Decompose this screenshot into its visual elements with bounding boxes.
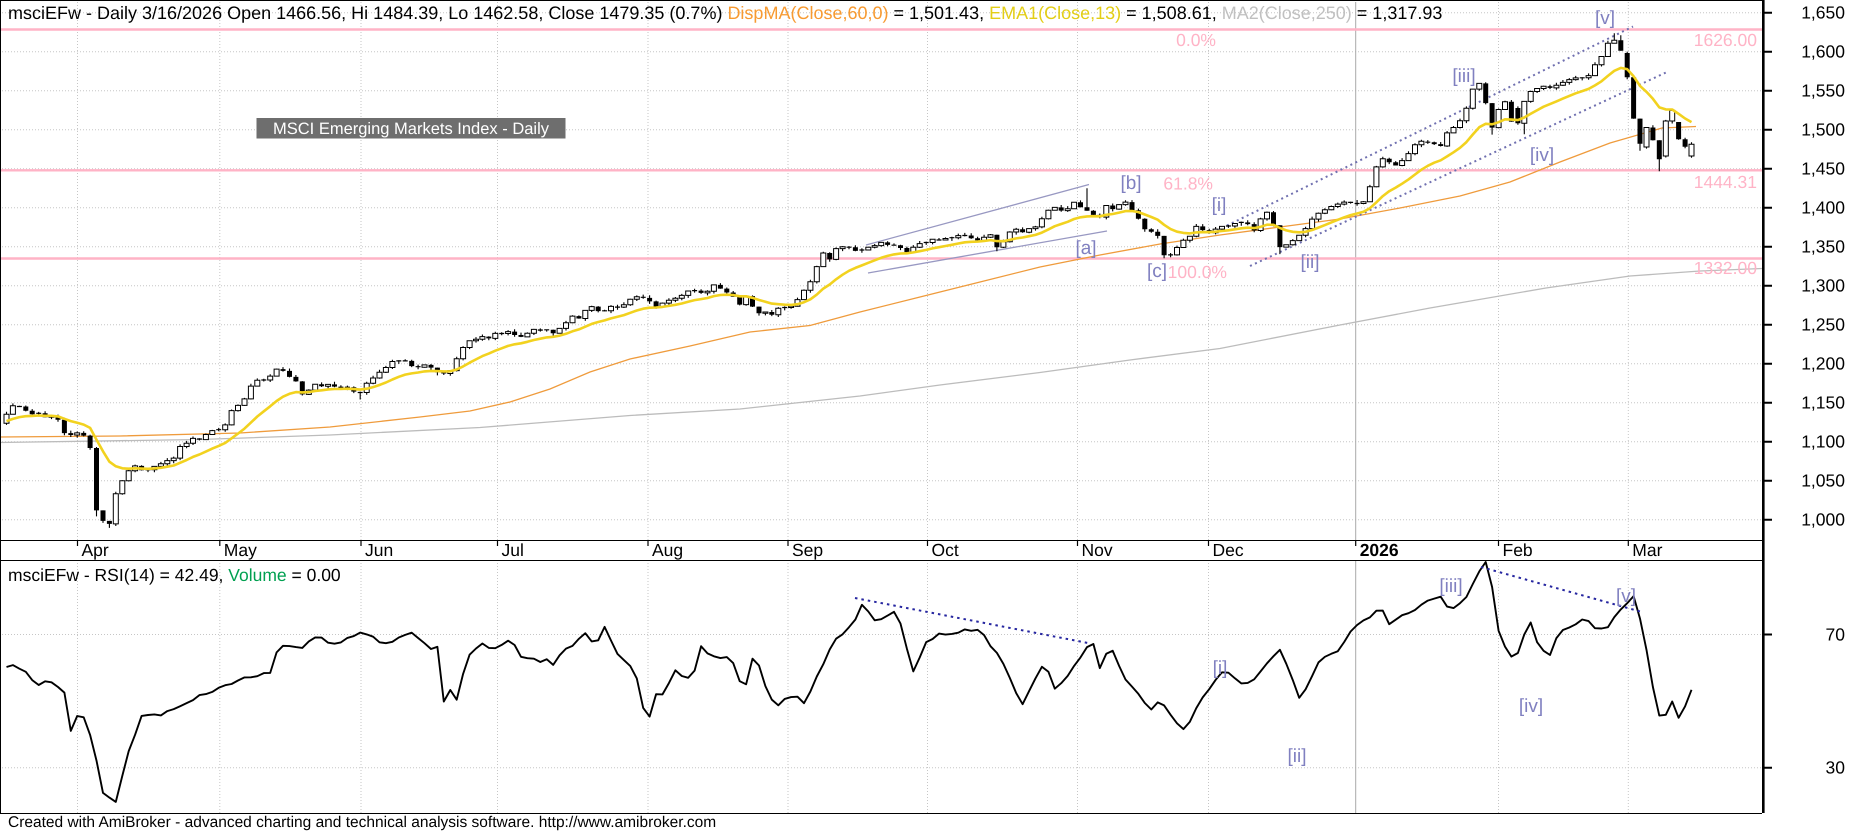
svg-text:[a]: [a]: [1075, 238, 1096, 259]
svg-text:[b]: [b]: [1120, 173, 1141, 194]
svg-text:1,350: 1,350: [1801, 237, 1845, 257]
svg-text:2026: 2026: [1360, 540, 1399, 560]
svg-text:Created with AmiBroker - advan: Created with AmiBroker - advanced charti…: [8, 814, 716, 831]
svg-text:Oct: Oct: [932, 540, 959, 560]
svg-text:MSCI Emerging Markets Index -: MSCI Emerging Markets Index - Daily: [273, 120, 550, 138]
svg-text:70: 70: [1826, 625, 1846, 645]
svg-text:1,450: 1,450: [1801, 159, 1845, 179]
svg-text:[iv]: [iv]: [1530, 145, 1554, 166]
svg-text:1,550: 1,550: [1801, 81, 1845, 101]
svg-text:Jun: Jun: [365, 540, 393, 560]
svg-text:1332.00: 1332.00: [1694, 258, 1758, 278]
svg-text:[v]: [v]: [1595, 8, 1615, 29]
svg-text:1444.31: 1444.31: [1694, 172, 1757, 192]
svg-text:Nov: Nov: [1082, 540, 1113, 560]
svg-text:Apr: Apr: [82, 540, 109, 560]
svg-text:Mar: Mar: [1632, 540, 1662, 560]
svg-text:[iv]: [iv]: [1519, 696, 1543, 717]
svg-text:Dec: Dec: [1213, 540, 1244, 560]
svg-text:msciEFw - Daily 3/16/2026 Open: msciEFw - Daily 3/16/2026 Open 1466.56, …: [8, 3, 1442, 23]
svg-text:1626.00: 1626.00: [1694, 30, 1758, 50]
svg-text:1,150: 1,150: [1801, 393, 1845, 413]
svg-text:Jul: Jul: [502, 540, 524, 560]
svg-text:[ii]: [ii]: [1301, 252, 1320, 273]
svg-text:Aug: Aug: [652, 540, 683, 560]
svg-text:1,300: 1,300: [1801, 276, 1845, 296]
svg-text:1,000: 1,000: [1801, 510, 1845, 530]
svg-text:1,400: 1,400: [1801, 198, 1845, 218]
svg-text:May: May: [224, 540, 257, 560]
svg-text:[ii]: [ii]: [1288, 746, 1307, 767]
svg-text:[iii]: [iii]: [1452, 66, 1475, 87]
svg-text:0.0%: 0.0%: [1176, 30, 1216, 50]
svg-text:msciEFw - RSI(14) = 42.49, Vol: msciEFw - RSI(14) = 42.49, Volume = 0.00: [8, 565, 341, 585]
svg-text:[i]: [i]: [1212, 195, 1227, 216]
svg-text:1,500: 1,500: [1801, 120, 1845, 140]
svg-text:[i]: [i]: [1213, 658, 1228, 679]
svg-text:1,650: 1,650: [1801, 3, 1845, 23]
svg-text:[v]: [v]: [1616, 586, 1636, 607]
svg-text:30: 30: [1826, 758, 1846, 778]
svg-text:1,200: 1,200: [1801, 354, 1845, 374]
svg-text:Feb: Feb: [1503, 540, 1533, 560]
svg-text:[iii]: [iii]: [1439, 576, 1462, 597]
svg-text:100.0%: 100.0%: [1168, 262, 1227, 282]
svg-text:[c]: [c]: [1147, 261, 1167, 282]
svg-text:1,600: 1,600: [1801, 42, 1845, 62]
svg-text:61.8%: 61.8%: [1163, 174, 1213, 194]
svg-text:Sep: Sep: [792, 540, 823, 560]
svg-text:1,250: 1,250: [1801, 315, 1845, 335]
svg-text:1,050: 1,050: [1801, 471, 1845, 491]
svg-text:1,100: 1,100: [1801, 432, 1845, 452]
